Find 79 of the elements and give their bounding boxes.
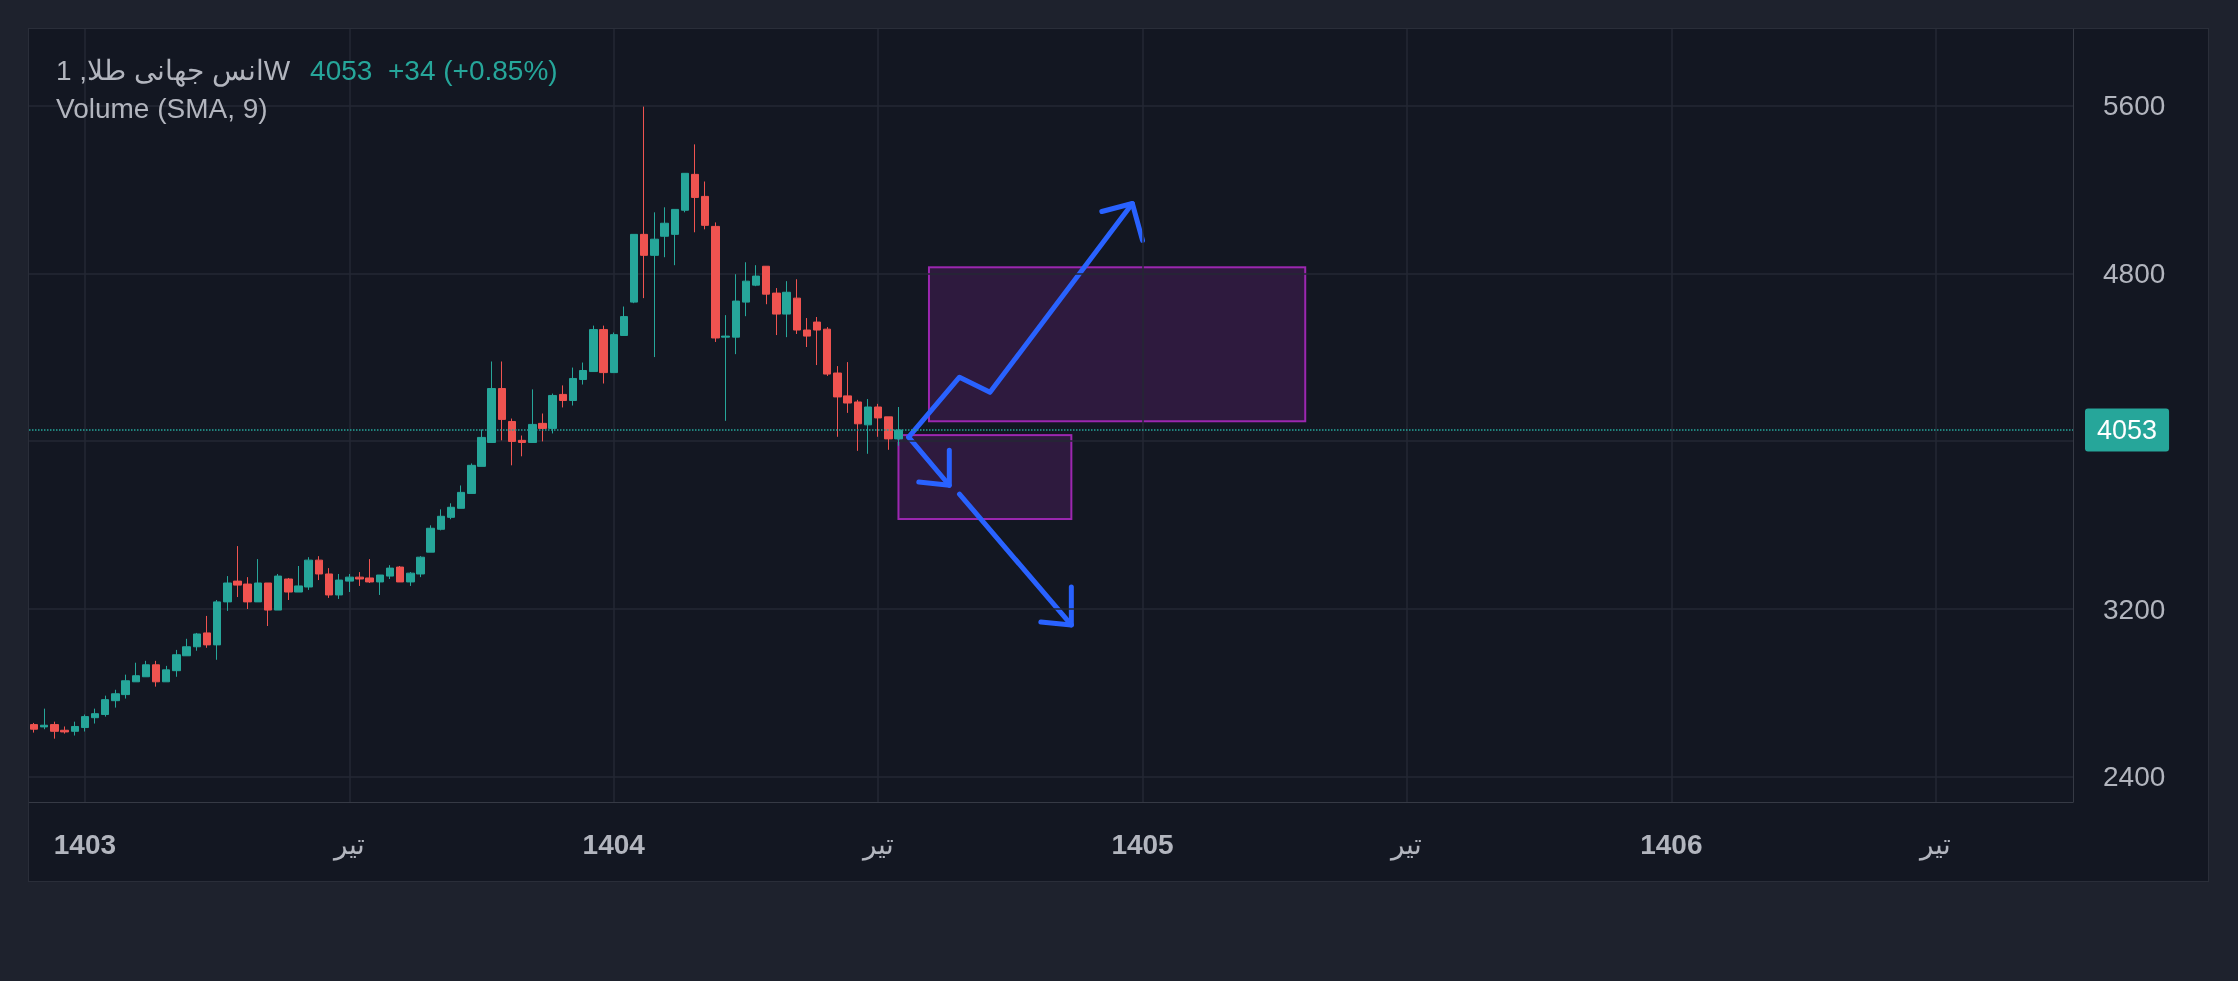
y-tick-label: 4800 xyxy=(2103,257,2166,289)
candlestick xyxy=(599,325,608,385)
y-tick-label: 3200 xyxy=(2103,593,2166,625)
candlestick xyxy=(71,721,79,736)
candlestick xyxy=(650,211,659,358)
x-tick-label: تیر xyxy=(331,828,365,861)
candlestick xyxy=(132,662,140,683)
candlestick xyxy=(193,632,201,652)
candlestick xyxy=(569,367,577,407)
candlestick xyxy=(681,172,689,213)
candlestick xyxy=(884,416,893,451)
candlestick xyxy=(315,555,323,581)
text: انس جهانی طلا, 1W xyxy=(56,54,291,87)
candlestick xyxy=(610,332,618,374)
candlestick xyxy=(325,567,333,599)
candlestick xyxy=(721,314,730,422)
candlestick xyxy=(335,573,343,600)
candlestick xyxy=(854,399,862,452)
candlestick xyxy=(264,582,272,627)
candlestick xyxy=(30,722,38,734)
candlestick xyxy=(101,695,109,718)
candlestick xyxy=(447,502,455,520)
candlestick xyxy=(538,413,547,442)
candlestick xyxy=(793,278,801,335)
text: Volume (SMA, 9) xyxy=(56,92,268,124)
candlestick xyxy=(213,599,221,661)
candlestick xyxy=(762,265,770,305)
candlestick xyxy=(589,325,598,373)
candlestick xyxy=(254,558,262,603)
y-tick-label: 2400 xyxy=(2103,761,2166,793)
candlestick xyxy=(376,574,384,596)
candlestick xyxy=(437,508,445,531)
candlestick xyxy=(732,273,740,355)
candlestick xyxy=(457,484,465,509)
candlestick xyxy=(91,708,99,725)
ref-line-label: 4053 xyxy=(2097,415,2158,446)
candlestick xyxy=(274,573,282,611)
candlestick xyxy=(203,615,211,649)
candlestick xyxy=(81,714,89,733)
candlestick xyxy=(640,106,648,299)
candlestick xyxy=(426,524,435,553)
candlestick xyxy=(40,708,48,730)
x-tick-label: 1406 xyxy=(1640,828,1703,860)
candlestick xyxy=(874,403,882,438)
x-tick-label: 1404 xyxy=(582,828,646,860)
candlestick xyxy=(742,261,750,317)
candlestick xyxy=(345,573,354,593)
candlestick xyxy=(772,287,781,336)
x-tick-label: تیر xyxy=(1918,828,1952,861)
candlestick xyxy=(671,208,679,266)
candlestick xyxy=(162,665,170,683)
candlestick xyxy=(284,577,293,601)
candlestick xyxy=(813,316,821,366)
candlestick xyxy=(660,206,669,258)
x-tick-label: تیر xyxy=(860,828,894,861)
candlestick xyxy=(396,565,404,583)
candlestick xyxy=(701,181,709,230)
candlestick xyxy=(752,264,760,287)
x-tick-label: تیر xyxy=(1389,828,1423,861)
candlestick xyxy=(579,362,587,386)
candlestick xyxy=(803,317,811,348)
candlestick xyxy=(782,280,791,338)
candlestick xyxy=(691,143,699,233)
candlestick xyxy=(508,418,516,466)
candlestick xyxy=(711,221,720,343)
candlestick xyxy=(518,435,526,457)
candlestick xyxy=(223,575,232,612)
candlestick xyxy=(823,326,831,377)
candlestick xyxy=(630,233,638,304)
x-tick-label: 1405 xyxy=(1111,828,1174,860)
x-tick-label: 1403 xyxy=(53,828,117,860)
candlestick xyxy=(620,306,628,336)
candlestick xyxy=(498,360,506,441)
y-tick-label: 5600 xyxy=(2103,90,2166,122)
annotation: 4053 +34 (+0.85%) xyxy=(310,54,558,86)
candlestick xyxy=(386,564,394,580)
candlestick xyxy=(152,660,160,688)
candlestick xyxy=(559,384,567,408)
candlestick xyxy=(142,660,150,678)
